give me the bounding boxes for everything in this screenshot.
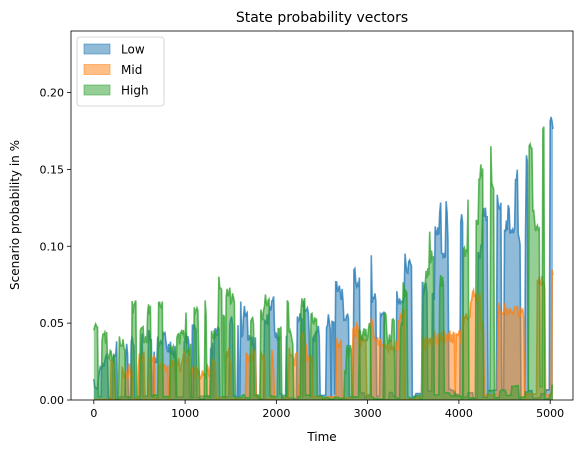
series-high <box>93 126 553 400</box>
series-layer <box>93 116 554 400</box>
x-tick-label: 0 <box>90 407 97 420</box>
y-tick-label: 0.05 <box>40 317 65 330</box>
line-high <box>93 126 553 400</box>
legend-label: Low <box>121 43 145 57</box>
axes-frame <box>70 30 574 401</box>
y-tick-label: 0.20 <box>40 87 65 100</box>
area-low <box>93 116 553 400</box>
legend-item-mid: Mid <box>83 63 142 77</box>
y-axis-label: Scenario probability in % <box>8 140 22 290</box>
area-mid <box>93 269 553 400</box>
x-tick-label: 5000 <box>536 407 564 420</box>
chart-title: State probability vectors <box>236 10 408 26</box>
x-tick-label: 4000 <box>445 407 473 420</box>
x-tick-label: 2000 <box>262 407 290 420</box>
x-axis-label: Time <box>306 430 336 444</box>
y-tick-label: 0.10 <box>40 240 65 253</box>
legend-swatch <box>83 64 111 75</box>
x-axis: 0 1000 2000 3000 4000 5000 <box>90 400 564 420</box>
legend-item-low: Low <box>83 43 145 57</box>
legend: Low Mid High <box>76 36 165 107</box>
y-tick-label: 0.00 <box>40 394 65 407</box>
x-tick-label: 3000 <box>354 407 382 420</box>
legend-swatch <box>83 84 111 96</box>
y-axis: 0.00 0.05 0.10 0.15 0.20 <box>40 87 71 407</box>
legend-label: High <box>121 84 149 98</box>
legend-item-high: High <box>83 84 149 98</box>
x-tick-label: 1000 <box>171 407 199 420</box>
legend-label: Mid <box>121 63 142 77</box>
y-tick-label: 0.15 <box>40 163 65 176</box>
legend-swatch <box>83 43 111 55</box>
